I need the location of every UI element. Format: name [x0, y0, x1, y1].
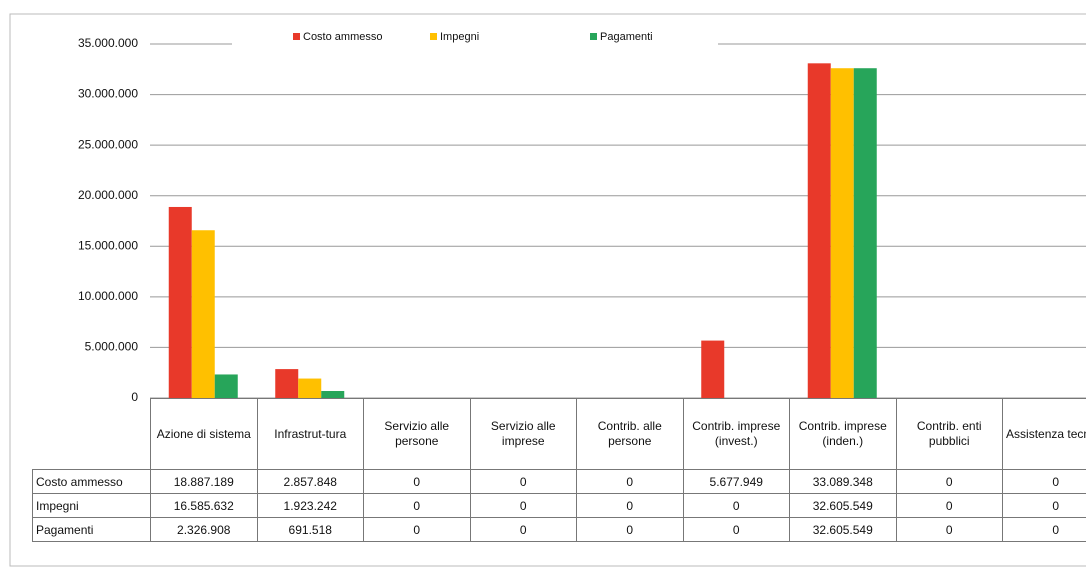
- row-label: Costo ammesso: [32, 469, 151, 494]
- value-label: 0: [1002, 517, 1086, 542]
- y-tick-label: 35.000.000: [78, 36, 138, 50]
- y-tick-label: 0: [131, 390, 138, 404]
- value-label: 0: [469, 469, 577, 494]
- bar: [275, 369, 299, 398]
- row-label: Pagamenti: [32, 517, 151, 542]
- value-label: 0: [576, 517, 684, 542]
- bar: [214, 374, 238, 398]
- value-label: 0: [576, 493, 684, 518]
- y-tick-label: 5.000.000: [85, 340, 139, 354]
- legend-label: Pagamenti: [600, 31, 653, 43]
- category-label: Infrastrut-tura: [256, 398, 364, 470]
- value-label: 32.605.549: [789, 517, 897, 542]
- table-row: Impegni 16.585.632 1.923.242 0 0 0 0 32.605.549…: [32, 493, 1086, 518]
- value-label: 0: [1002, 469, 1086, 494]
- legend-swatch: [293, 33, 300, 40]
- value-label: 0: [363, 469, 471, 494]
- value-label: 33.089.348: [789, 469, 897, 494]
- bar: [168, 206, 192, 398]
- y-tick-label: 25.000.000: [78, 137, 138, 151]
- table-corner: [32, 398, 151, 470]
- value-label: 0: [895, 469, 1003, 494]
- y-tick-label: 10.000.000: [78, 289, 138, 303]
- value-label: 0: [469, 493, 577, 518]
- value-label: 2.857.848: [256, 469, 364, 494]
- frame: [9, 13, 1086, 567]
- value-label: 5.677.949: [682, 469, 790, 494]
- value-label: 18.887.189: [150, 469, 258, 494]
- table-row: Pagamenti 2.326.908 691.518 0 0 0 0 32.605.549 0…: [32, 517, 1086, 542]
- value-label: 0: [469, 517, 577, 542]
- legend-label: Impegni: [440, 31, 479, 43]
- bar: [298, 378, 322, 398]
- bar: [701, 340, 725, 398]
- table-header-row: Azione di sistema Infrastrut-tura Servizio…: [32, 398, 1086, 470]
- value-label: 691.518: [256, 517, 364, 542]
- bar: [191, 230, 215, 398]
- table-row: Costo ammesso 18.887.189 2.857.848 0 0 0 5.677…: [32, 469, 1086, 494]
- value-label: 0: [1002, 493, 1086, 518]
- bar: [830, 68, 854, 398]
- category-label: Assistenza tecnica: [1002, 398, 1086, 470]
- bar: [807, 63, 831, 398]
- category-label: Contrib. alle persone: [576, 398, 684, 470]
- category-label: Contrib. enti pubblici: [895, 398, 1003, 470]
- data-table: Azione di sistema Infrastrut-tura Servizio…: [32, 398, 1086, 542]
- legend-swatch: [590, 33, 597, 40]
- category-label: Servizio alle persone: [363, 398, 471, 470]
- value-label: 0: [895, 517, 1003, 542]
- category-label: Contrib. imprese (invest.): [682, 398, 790, 470]
- y-tick-label: 30.000.000: [78, 87, 138, 101]
- legend-background: [232, 28, 718, 54]
- value-label: 0: [363, 493, 471, 518]
- value-label: 0: [682, 493, 790, 518]
- value-label: 16.585.632: [150, 493, 258, 518]
- value-label: 0: [895, 493, 1003, 518]
- row-label: Impegni: [32, 493, 151, 518]
- value-label: 0: [682, 517, 790, 542]
- y-tick-label: 15.000.000: [78, 238, 138, 252]
- y-tick-label: 20.000.000: [78, 188, 138, 202]
- legend-swatch: [430, 33, 437, 40]
- legend-label: Costo ammesso: [303, 31, 382, 43]
- value-label: 0: [576, 469, 684, 494]
- category-label: Contrib. imprese (inden.): [789, 398, 897, 470]
- bar: [321, 391, 345, 398]
- value-label: 32.605.549: [789, 493, 897, 518]
- bar: [853, 68, 877, 398]
- value-label: 1.923.242: [256, 493, 364, 518]
- value-label: 2.326.908: [150, 517, 258, 542]
- category-label: Azione di sistema: [150, 398, 258, 470]
- value-label: 0: [363, 517, 471, 542]
- category-label: Servizio alle imprese: [469, 398, 577, 470]
